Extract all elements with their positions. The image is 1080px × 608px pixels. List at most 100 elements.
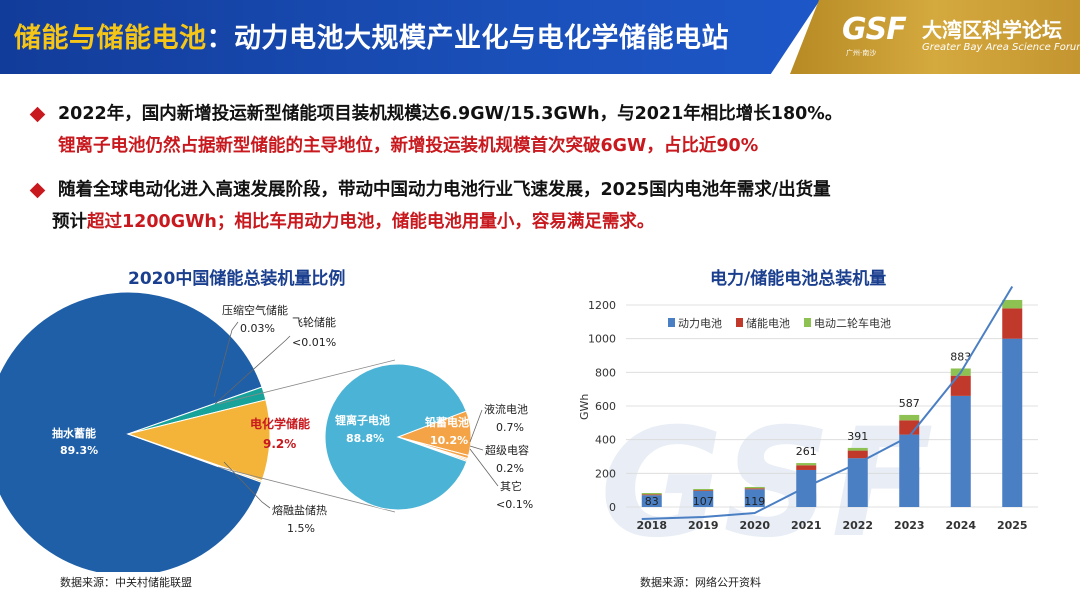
pie-value-thermal: 1.5%	[287, 522, 315, 535]
bar-total-label: 587	[899, 397, 920, 410]
diamond-bullet-icon	[29, 106, 46, 123]
bar-segment	[1002, 308, 1023, 339]
pie-slice	[126, 399, 271, 482]
bar-y-tick-label: 200	[595, 467, 616, 480]
bar-x-tick-label: 2020	[739, 519, 770, 532]
sub-pie-label-supercap: 超级电容	[485, 443, 529, 457]
legend-swatch	[736, 318, 743, 327]
bar-chart: GSF020040060080010001200GWh2018832019107…	[578, 285, 1038, 550]
slide-title: 储能与储能电池：动力电池大规模产业化与电化学储能电站	[14, 16, 729, 55]
pie-connector-line	[217, 466, 396, 513]
bar-segment	[899, 434, 920, 507]
bar-segment	[796, 469, 817, 507]
bar-x-tick-label: 2025	[997, 519, 1028, 532]
pie-value-electrochem: 9.2%	[263, 437, 296, 451]
trend-line	[641, 285, 1014, 520]
bar-segment	[744, 486, 765, 489]
bar-segment	[693, 491, 714, 507]
bar-segment	[693, 490, 714, 492]
bar-source-note: 数据来源：网络公开资料	[640, 576, 761, 589]
sub-pie-slice	[324, 363, 468, 511]
pie-leader-line	[469, 409, 483, 443]
sub-pie-label-flow: 液流电池	[484, 402, 528, 416]
bullet-2-line-1: 随着全球电动化进入高速发展阶段，带动中国动力电池行业飞速发展，2025国内电池年…	[58, 180, 831, 200]
header-gold-band	[790, 0, 1080, 74]
bar-y-axis-label: GWh	[578, 394, 591, 420]
bar-x-tick-label: 2019	[688, 519, 719, 532]
bar-x-tick-label: 2024	[945, 519, 976, 532]
slide-title-accent: 储能与储能电池	[14, 23, 207, 54]
logo-chinese-name: 大湾区科学论坛	[922, 18, 1062, 42]
bullet-1-line-1: 2022年，国内新增投运新型储能项目装机规模达6.9GW/15.3GWh，与20…	[58, 104, 843, 124]
bar-segment	[744, 488, 765, 490]
pie-leader-line	[213, 321, 239, 398]
pie-leader-line	[469, 445, 484, 451]
sub-pie-value-flow: 0.7%	[496, 421, 524, 434]
bar-segment	[641, 495, 662, 507]
sub-pie-value-lithium: 88.8%	[346, 432, 384, 445]
logo-location: 广州·南沙	[846, 49, 877, 57]
bar-segment	[1002, 299, 1023, 309]
bar-segment	[693, 488, 714, 491]
legend-swatch	[804, 318, 811, 327]
bar-x-tick-label: 2022	[842, 519, 873, 532]
bar-segment	[796, 463, 817, 466]
slide-title-rest: ：动力电池大规模产业化与电化学储能电站	[206, 23, 729, 54]
sub-pie-value-other: <0.1%	[496, 498, 533, 511]
diamond-bullet-icon	[29, 182, 46, 199]
bullet-1-line-2: 锂离子电池仍然占据新型储能的主导地位，新增投运装机规模首次突破6GW，占比近90…	[58, 136, 759, 156]
forum-logo: GSF 广州·南沙 大湾区科学论坛 Greater Bay Area Scien…	[842, 12, 1080, 64]
bar-y-tick-label: 600	[595, 400, 616, 413]
pie-label-electrochem: 电化学储能	[250, 416, 310, 431]
bar-segment	[899, 414, 920, 421]
bar-segment	[847, 450, 868, 459]
pie-leader-line	[469, 448, 499, 487]
pie-value-compressed-air: 0.03%	[240, 322, 275, 335]
bullet-1: 2022年，国内新增投运新型储能项目装机规模达6.9GW/15.3GWh，与20…	[29, 98, 1062, 162]
pie-source-note: 数据来源：中关村储能联盟	[60, 576, 192, 589]
pie-label-flywheel: 飞轮储能	[292, 315, 336, 329]
bar-segment	[744, 489, 765, 507]
pie-chart: 抽水蓄能 89.3% 电化学储能 9.2% 压缩空气储能 0.03% 飞轮储能 <0.01% 熔…	[0, 292, 533, 572]
bar-y-tick-label: 400	[595, 434, 616, 447]
header-blue-band	[0, 0, 820, 74]
pie-label-pumped-hydro: 抽水蓄能	[52, 426, 96, 440]
pie-connector-line	[217, 359, 396, 405]
bar-chart-title: 电力/储能电池总装机量	[710, 269, 887, 289]
bar-segment	[641, 493, 662, 495]
sub-pie-value-lead: 10.2%	[430, 434, 468, 447]
sub-pie-label-lithium: 锂离子电池	[335, 413, 390, 427]
bar-total-label: 83	[645, 495, 659, 508]
logo-english-name: Greater Bay Area Science Forum	[922, 42, 1080, 53]
bar-segment	[847, 458, 868, 507]
bar-x-tick-label: 2021	[791, 519, 822, 532]
pie-leader-line	[214, 335, 291, 405]
pie-chart-title: 2020中国储能总装机量比例	[128, 269, 346, 289]
bar-segment	[847, 447, 868, 451]
sub-pie-value-supercap: 0.2%	[496, 462, 524, 475]
sub-pie-label-other: 其它	[500, 479, 522, 493]
bar-segment	[950, 375, 971, 396]
bullet-2-line-2-red: 超过1200GWh；相比车用动力电池，储能电池用量小，容易满足需求。	[87, 212, 655, 232]
pie-label-thermal: 熔融盐储热	[272, 503, 327, 517]
bar-segment	[1002, 338, 1023, 507]
bar-y-tick-label: 1200	[588, 299, 616, 312]
pie-value-flywheel: <0.01%	[292, 336, 336, 349]
sub-pie-label-lead: 铅蓄电池	[425, 415, 469, 429]
pie-leader-line	[223, 461, 271, 509]
legend-swatch	[668, 318, 675, 327]
bar-segment	[796, 465, 817, 470]
bullet-2-line-2: 预计超过1200GWh；相比车用动力电池，储能电池用量小，容易满足需求。	[52, 206, 1062, 238]
bar-total-label: 119	[744, 495, 765, 508]
bullet-2: 随着全球电动化进入高速发展阶段，带动中国动力电池行业飞速发展，2025国内电池年…	[29, 174, 1062, 238]
legend-label: 动力电池	[678, 317, 722, 330]
bar-y-tick-label: 1000	[588, 333, 616, 346]
pie-slice	[0, 292, 263, 572]
bar-y-tick-label: 800	[595, 366, 616, 379]
header-bar: 储能与储能电池：动力电池大规模产业化与电化学储能电站 GSF 广州·南沙 大湾区…	[0, 0, 1080, 74]
pie-slice	[127, 433, 263, 483]
bar-total-label: 883	[950, 350, 971, 363]
bar-x-tick-label: 2023	[894, 519, 925, 532]
legend-label: 储能电池	[746, 316, 790, 330]
pie-value-pumped-hydro: 89.3%	[60, 444, 98, 457]
